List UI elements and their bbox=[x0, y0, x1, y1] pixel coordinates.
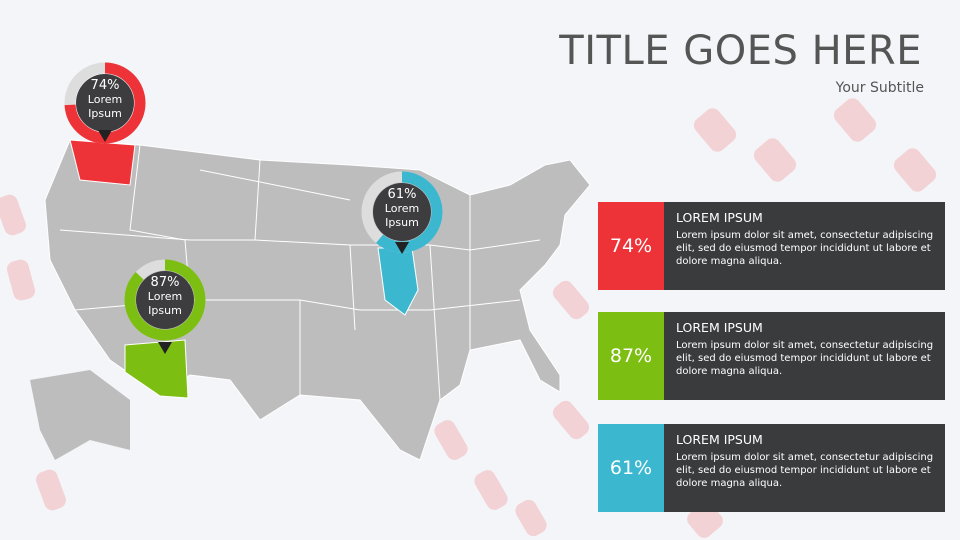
callout-label: 74% Lorem Ipsum bbox=[75, 79, 135, 121]
callout-label: 87% Lorem Ipsum bbox=[135, 276, 195, 318]
subtitle: Your Subtitle bbox=[835, 80, 924, 96]
card-percent: 87% bbox=[598, 312, 664, 400]
callout-percent: 61% bbox=[387, 187, 417, 202]
card-body: Lorem ipsum dolor sit amet, consectetur … bbox=[676, 230, 934, 267]
pointer bbox=[395, 242, 409, 254]
pointer bbox=[158, 342, 172, 354]
callout-percent: 87% bbox=[150, 275, 180, 290]
card-body: Lorem ipsum dolor sit amet, consectetur … bbox=[676, 452, 934, 489]
card-panel: LOREM IPSUM Lorem ipsum dolor sit amet, c… bbox=[664, 312, 945, 400]
card-panel: LOREM IPSUM Lorem ipsum dolor sit amet, c… bbox=[664, 424, 945, 512]
callout-percent: 74% bbox=[90, 78, 120, 93]
ring-center bbox=[136, 271, 194, 329]
us-map bbox=[30, 139, 591, 461]
callout-text: Lorem Ipsum bbox=[87, 93, 123, 120]
card-body: Lorem ipsum dolor sit amet, consectetur … bbox=[676, 340, 934, 377]
card: 61% LOREM IPSUM Lorem ipsum dolor sit amet… bbox=[598, 424, 945, 512]
callout-text: Lorem Ipsum bbox=[384, 202, 420, 229]
ring-center bbox=[76, 74, 134, 132]
card: 74% LOREM IPSUM Lorem ipsum dolor sit amet… bbox=[598, 202, 945, 290]
card-percent: 61% bbox=[598, 424, 664, 512]
card-heading: LOREM IPSUM bbox=[676, 210, 763, 225]
callouts bbox=[64, 62, 443, 354]
card: 87% LOREM IPSUM Lorem ipsum dolor sit amet… bbox=[598, 312, 945, 400]
card-heading: LOREM IPSUM bbox=[676, 432, 763, 447]
ring-arc bbox=[124, 259, 206, 341]
callout-text: Lorem Ipsum bbox=[147, 290, 183, 317]
pointer bbox=[98, 130, 112, 142]
callout-label: 61% Lorem Ipsum bbox=[372, 188, 432, 230]
card-percent: 74% bbox=[598, 202, 664, 290]
title: TITLE GOES HERE bbox=[559, 28, 922, 74]
ring-center bbox=[373, 183, 431, 241]
card-panel: LOREM IPSUM Lorem ipsum dolor sit amet, c… bbox=[664, 202, 945, 290]
card-heading: LOREM IPSUM bbox=[676, 320, 763, 335]
